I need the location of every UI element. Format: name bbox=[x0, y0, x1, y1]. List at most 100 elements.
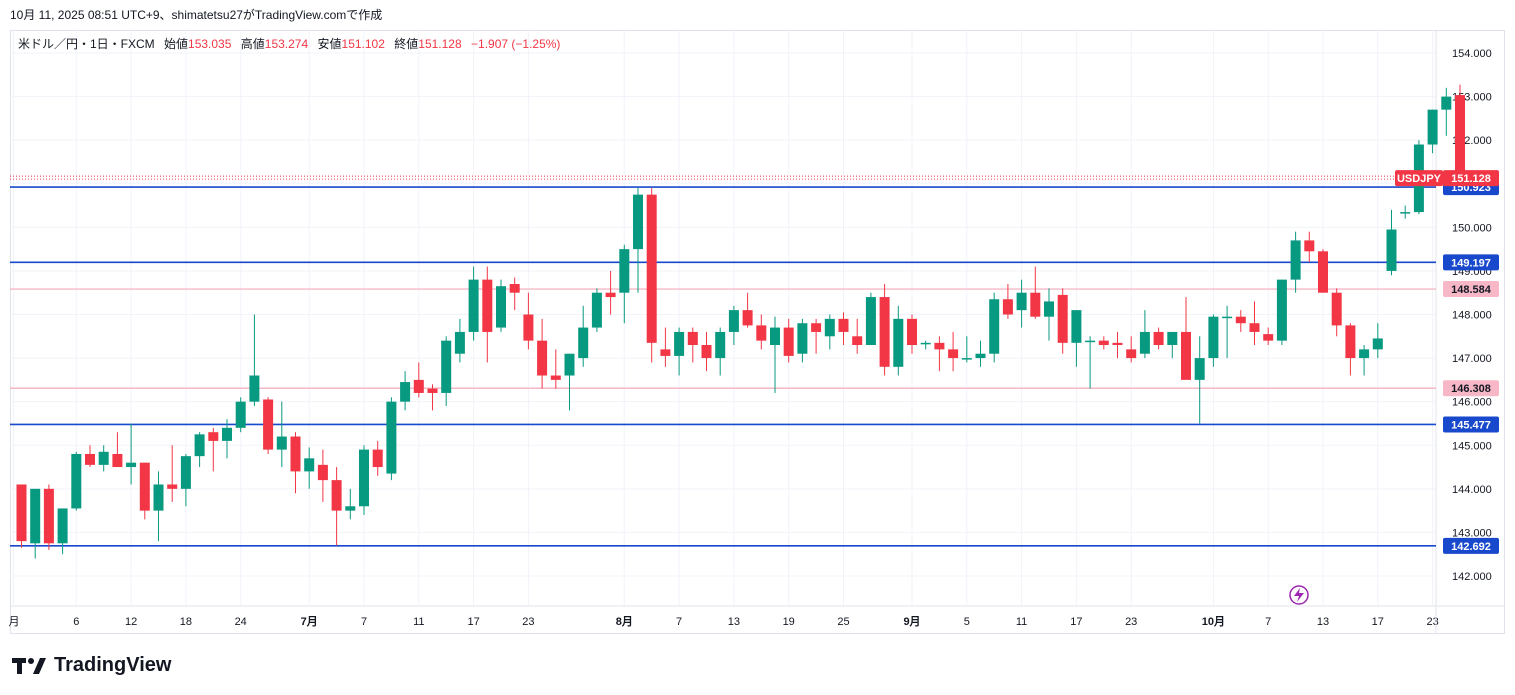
candle-body[interactable] bbox=[523, 314, 534, 341]
candle-body[interactable] bbox=[153, 484, 164, 511]
candle-body[interactable] bbox=[400, 382, 411, 402]
symbol-label[interactable]: 米ドル／円・1日・FXCM bbox=[18, 37, 155, 51]
candle-body[interactable] bbox=[1126, 349, 1137, 359]
candle-body[interactable] bbox=[304, 458, 315, 472]
candle-body[interactable] bbox=[71, 453, 82, 509]
candle-body[interactable] bbox=[674, 331, 685, 356]
candle-body[interactable] bbox=[701, 345, 712, 359]
candle-body[interactable] bbox=[372, 449, 383, 468]
candle-body[interactable] bbox=[30, 488, 41, 544]
candle-body[interactable] bbox=[591, 292, 602, 328]
candle-body[interactable] bbox=[537, 340, 548, 376]
candle-body[interactable] bbox=[1386, 229, 1397, 271]
candle-body[interactable] bbox=[770, 327, 780, 346]
candle-body[interactable] bbox=[1071, 310, 1082, 343]
candle-body[interactable] bbox=[180, 456, 191, 489]
candle-body[interactable] bbox=[43, 488, 54, 544]
candle-body[interactable] bbox=[1372, 338, 1383, 350]
candle-body[interactable] bbox=[756, 325, 767, 341]
candle-body[interactable] bbox=[85, 453, 95, 465]
candle-body[interactable] bbox=[1167, 331, 1178, 346]
candle-body[interactable] bbox=[249, 375, 260, 402]
candle-body[interactable] bbox=[975, 353, 986, 359]
candle-body[interactable] bbox=[797, 323, 808, 354]
candle-body[interactable] bbox=[386, 401, 397, 474]
candle-body[interactable] bbox=[112, 453, 123, 468]
candle-body[interactable] bbox=[1441, 96, 1452, 110]
candle-body[interactable] bbox=[824, 318, 835, 337]
candle-body[interactable] bbox=[126, 462, 137, 468]
candle-body[interactable] bbox=[550, 375, 561, 380]
candle-body[interactable] bbox=[907, 318, 917, 346]
candle-body[interactable] bbox=[317, 464, 328, 481]
candle-body[interactable] bbox=[290, 436, 301, 472]
candle-body[interactable] bbox=[167, 484, 178, 489]
candle-body[interactable] bbox=[1304, 240, 1315, 252]
candle-body[interactable] bbox=[578, 327, 589, 359]
candle-body[interactable] bbox=[989, 299, 1000, 354]
candle-body[interactable] bbox=[235, 401, 246, 428]
candle-body[interactable] bbox=[852, 336, 863, 346]
candle-body[interactable] bbox=[1181, 331, 1191, 380]
candle-body[interactable] bbox=[98, 451, 109, 465]
candle-body[interactable] bbox=[961, 358, 972, 360]
candle-body[interactable] bbox=[276, 436, 287, 450]
candle-body[interactable] bbox=[1139, 331, 1150, 354]
candle-body[interactable] bbox=[1002, 299, 1013, 315]
candle-body[interactable] bbox=[345, 506, 356, 511]
candle-body[interactable] bbox=[1098, 340, 1109, 346]
candle-body[interactable] bbox=[454, 331, 465, 354]
candle-body[interactable] bbox=[920, 342, 931, 345]
candle-body[interactable] bbox=[742, 310, 753, 326]
candle-body[interactable] bbox=[619, 249, 630, 293]
candle-body[interactable] bbox=[948, 349, 959, 359]
candle-body[interactable] bbox=[1208, 316, 1219, 359]
candle-body[interactable] bbox=[1222, 316, 1233, 319]
candle-body[interactable] bbox=[1263, 334, 1274, 341]
candle-body[interactable] bbox=[1359, 349, 1370, 359]
candle-body[interactable] bbox=[222, 427, 232, 441]
candle-body[interactable] bbox=[715, 331, 726, 359]
candle-body[interactable] bbox=[1345, 325, 1356, 359]
candle-body[interactable] bbox=[468, 279, 479, 332]
candle-body[interactable] bbox=[934, 342, 945, 350]
candle-body[interactable] bbox=[1044, 301, 1054, 317]
candle-body[interactable] bbox=[1455, 95, 1465, 179]
candle-body[interactable] bbox=[605, 292, 616, 298]
candle-body[interactable] bbox=[427, 388, 438, 393]
candle-body[interactable] bbox=[1400, 212, 1411, 214]
candle-body[interactable] bbox=[1249, 323, 1260, 332]
candle-body[interactable] bbox=[633, 194, 643, 250]
candle-body[interactable] bbox=[1318, 251, 1328, 293]
candle-body[interactable] bbox=[1030, 292, 1041, 317]
candle-body[interactable] bbox=[194, 434, 205, 457]
candle-body[interactable] bbox=[879, 297, 890, 367]
candle-body[interactable] bbox=[660, 349, 671, 356]
candle-body[interactable] bbox=[1153, 331, 1164, 346]
candle-body[interactable] bbox=[482, 279, 493, 332]
candle-body[interactable] bbox=[1016, 292, 1027, 311]
candle-body[interactable] bbox=[1085, 340, 1096, 343]
candle-body[interactable] bbox=[57, 508, 68, 544]
candle-body[interactable] bbox=[359, 449, 369, 507]
candle-body[interactable] bbox=[441, 340, 452, 393]
candle-body[interactable] bbox=[1235, 316, 1246, 324]
candle-body[interactable] bbox=[496, 286, 506, 328]
candle-body[interactable] bbox=[865, 297, 876, 346]
candle-body[interactable] bbox=[139, 462, 150, 511]
candle-body[interactable] bbox=[1427, 109, 1438, 145]
candle-body[interactable] bbox=[1194, 358, 1205, 380]
candle-body[interactable] bbox=[564, 353, 575, 376]
candle-body[interactable] bbox=[331, 480, 342, 511]
candle-body[interactable] bbox=[646, 194, 657, 343]
candle-body[interactable] bbox=[893, 318, 904, 367]
candle-body[interactable] bbox=[783, 327, 794, 356]
candle-body[interactable] bbox=[811, 323, 822, 332]
candle-body[interactable] bbox=[263, 399, 274, 450]
candle-body[interactable] bbox=[1057, 294, 1068, 343]
candle-body[interactable] bbox=[838, 318, 849, 332]
candle-body[interactable] bbox=[208, 432, 219, 441]
candle-body[interactable] bbox=[16, 484, 27, 542]
candle-body[interactable] bbox=[1290, 240, 1301, 280]
